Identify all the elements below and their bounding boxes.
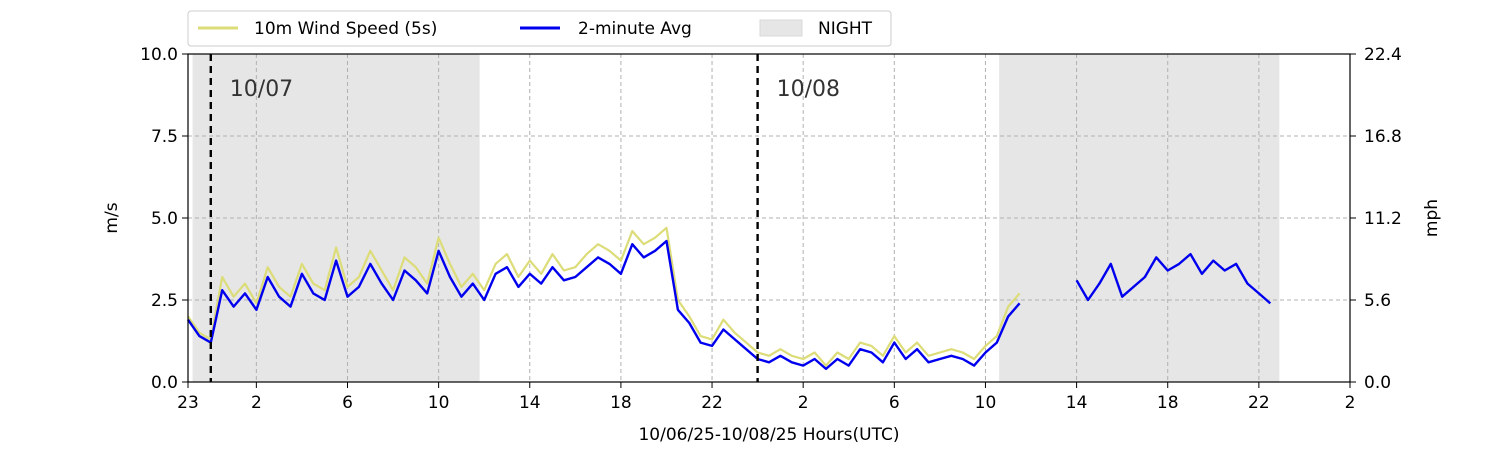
- y-tick-label-3: 7.5: [151, 127, 178, 147]
- x-axis-label: 10/06/25-10/08/25 Hours(UTC): [638, 425, 899, 445]
- series-lines: [187, 226, 1272, 371]
- y-ticks: 0.0 2.5 5.0 7.5 10.0: [140, 45, 188, 393]
- night-band-1: [999, 54, 1280, 382]
- series-1-segment-1: [1075, 252, 1272, 305]
- x-tick-label-12: 22: [1248, 393, 1270, 413]
- series-0-segment-0: [187, 226, 1021, 367]
- legend-swatch-night: [759, 19, 803, 37]
- x-tick-label-1: 2: [251, 393, 262, 413]
- series-1-segment-0: [187, 239, 1021, 371]
- legend: 10m Wind Speed (5s) 2-minute Avg NIGHT: [187, 10, 892, 47]
- x-tick-label-9: 10: [975, 393, 997, 413]
- day-marker-label-1: 10/08: [777, 77, 840, 102]
- y-tick-label-1: 2.5: [151, 291, 178, 311]
- x-ticks: 23 2 6 10 14 18 22 2 6 10 14 18 22 2: [177, 382, 1355, 413]
- y2-tick-label-4: 22.4: [1364, 45, 1402, 65]
- legend-label-wind-speed: 10m Wind Speed (5s): [254, 19, 437, 39]
- y2-tick-label-3: 16.8: [1364, 127, 1402, 147]
- x-tick-label-3: 10: [428, 393, 450, 413]
- x-tick-label-4: 14: [519, 393, 541, 413]
- grid-lines: [188, 54, 1350, 382]
- x-tick-label-2: 6: [342, 393, 353, 413]
- y2-tick-label-1: 5.6: [1364, 291, 1391, 311]
- day-markers: 10/07 10/08: [209, 54, 840, 382]
- x-tick-label-6: 22: [701, 393, 723, 413]
- x-tick-label-8: 6: [889, 393, 900, 413]
- y2-axis-label: mph: [1422, 199, 1442, 237]
- legend-label-2min-avg: 2-minute Avg: [578, 19, 692, 39]
- y2-tick-label-0: 0.0: [1364, 373, 1391, 393]
- y-tick-label-4: 10.0: [140, 45, 178, 65]
- x-tick-label-11: 18: [1157, 393, 1179, 413]
- y2-ticks: 0.0 5.6 11.2 16.8 22.4: [1350, 45, 1402, 393]
- legend-label-night: NIGHT: [818, 19, 873, 39]
- day-marker-label-0: 10/07: [230, 77, 293, 102]
- x-tick-label-0: 23: [177, 393, 199, 413]
- x-tick-label-7: 2: [798, 393, 809, 413]
- y-tick-label-0: 0.0: [151, 373, 178, 393]
- x-tick-label-10: 14: [1066, 393, 1088, 413]
- x-tick-label-5: 18: [610, 393, 632, 413]
- y-axis-label: m/s: [102, 202, 122, 233]
- y-tick-label-2: 5.0: [151, 209, 178, 229]
- y2-tick-label-2: 11.2: [1364, 209, 1402, 229]
- x-tick-label-13: 2: [1345, 393, 1356, 413]
